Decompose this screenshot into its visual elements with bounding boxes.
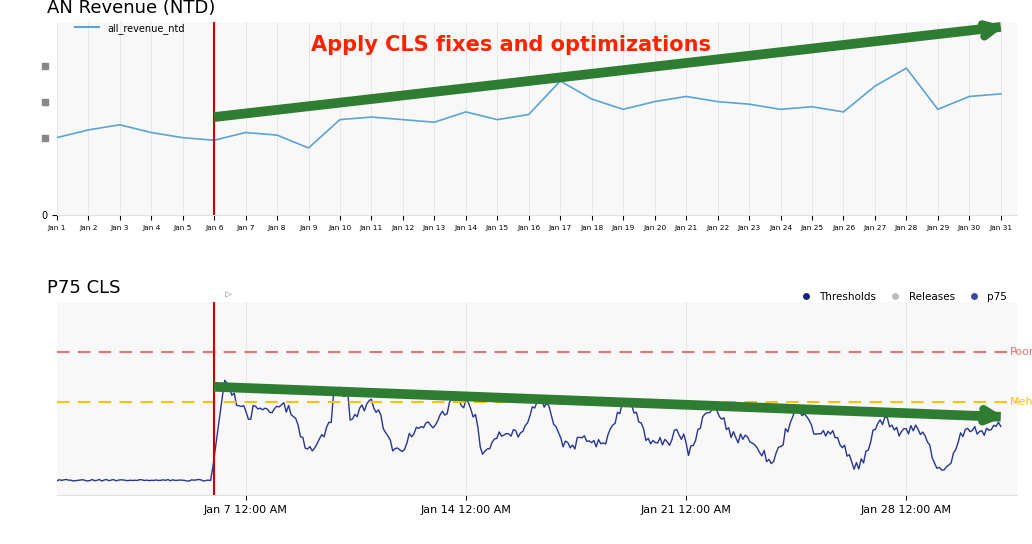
- Text: AN Revenue (NTD): AN Revenue (NTD): [47, 0, 216, 16]
- Text: Poor: Poor: [1010, 347, 1032, 357]
- Text: ▹: ▹: [225, 286, 232, 300]
- Text: P75 CLS: P75 CLS: [47, 279, 121, 296]
- Legend: all_revenue_ntd: all_revenue_ntd: [71, 19, 189, 38]
- Legend: Thresholds, Releases, p75: Thresholds, Releases, p75: [792, 288, 1011, 306]
- Text: Apply CLS fixes and optimizations: Apply CLS fixes and optimizations: [311, 35, 711, 55]
- Text: Meh: Meh: [1010, 397, 1032, 407]
